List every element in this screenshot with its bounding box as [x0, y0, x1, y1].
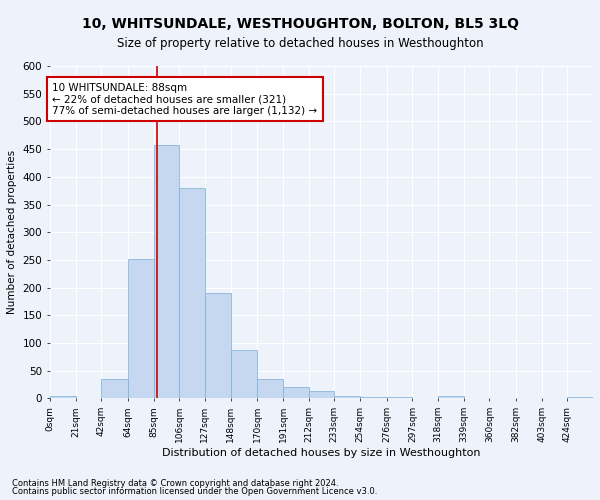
- Bar: [308, 390, 334, 398]
- Bar: [205, 293, 230, 399]
- Text: 10 WHITSUNDALE: 88sqm
← 22% of detached houses are smaller (321)
77% of semi-det: 10 WHITSUNDALE: 88sqm ← 22% of detached …: [52, 82, 317, 116]
- Bar: [230, 350, 257, 399]
- Bar: [128, 259, 154, 398]
- X-axis label: Distribution of detached houses by size in Westhoughton: Distribution of detached houses by size …: [162, 448, 481, 458]
- Text: Contains HM Land Registry data © Crown copyright and database right 2024.: Contains HM Land Registry data © Crown c…: [12, 478, 338, 488]
- Bar: [50, 396, 76, 398]
- Bar: [283, 388, 308, 398]
- Bar: [257, 379, 283, 398]
- Bar: [438, 396, 464, 398]
- Text: Size of property relative to detached houses in Westhoughton: Size of property relative to detached ho…: [116, 38, 484, 51]
- Bar: [360, 397, 387, 398]
- Y-axis label: Number of detached properties: Number of detached properties: [7, 150, 17, 314]
- Bar: [179, 188, 205, 398]
- Text: 10, WHITSUNDALE, WESTHOUGHTON, BOLTON, BL5 3LQ: 10, WHITSUNDALE, WESTHOUGHTON, BOLTON, B…: [82, 18, 518, 32]
- Bar: [101, 379, 128, 398]
- Bar: [568, 397, 593, 398]
- Text: Contains public sector information licensed under the Open Government Licence v3: Contains public sector information licen…: [12, 487, 377, 496]
- Bar: [334, 396, 360, 398]
- Bar: [154, 145, 179, 399]
